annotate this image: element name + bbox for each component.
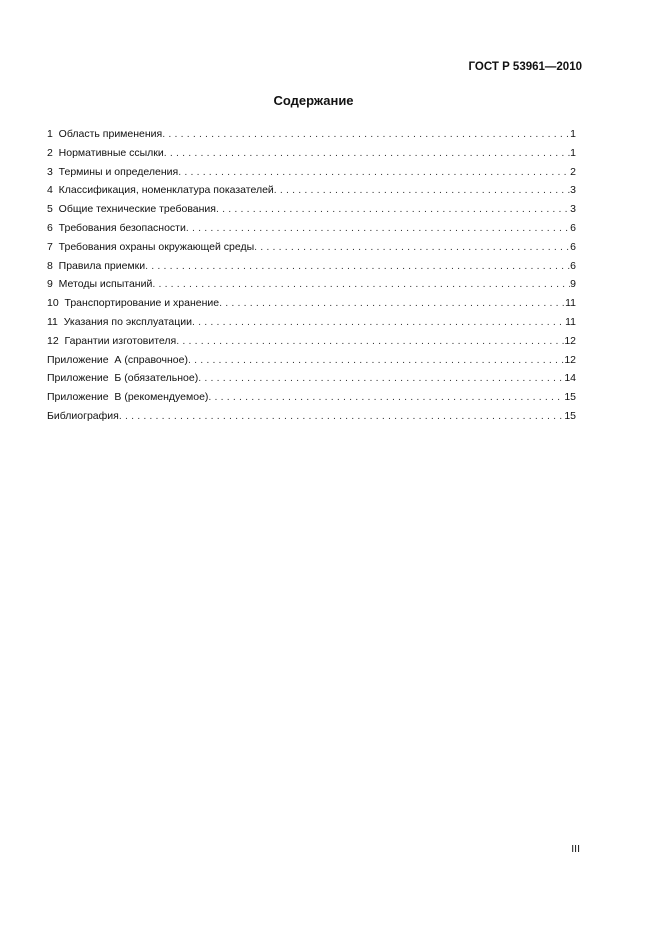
dot-leader: ........................................… bbox=[208, 391, 564, 404]
toc-entry[interactable]: 7 Требования охраны окружающей среды....… bbox=[47, 240, 576, 259]
dot-leader: ........................................… bbox=[145, 259, 570, 272]
toc-entry-page: 12 bbox=[564, 353, 576, 366]
dot-leader: ........................................… bbox=[162, 128, 570, 140]
toc-entry-label: 7 Требования охраны окружающей среды bbox=[47, 240, 255, 253]
toc-entry-page: 15 bbox=[564, 409, 576, 422]
toc-entry[interactable]: 4 Классификация, номенклатура показателе… bbox=[47, 183, 576, 202]
toc-entry-label: 3 Термины и определения bbox=[47, 165, 179, 178]
dot-leader: ........................................… bbox=[185, 221, 570, 234]
toc-entry-label: Приложение А (справочное) bbox=[47, 353, 188, 366]
dot-leader: ........................................… bbox=[219, 297, 565, 310]
toc-entry-page: 11 bbox=[565, 315, 576, 328]
toc-entry-page: 15 bbox=[564, 391, 576, 404]
dot-leader: ........................................… bbox=[178, 165, 570, 178]
toc-entry-page: 3 bbox=[570, 203, 576, 216]
toc-entry-label: 12 Гарантии изготовителя bbox=[47, 334, 177, 347]
dot-leader: ........................................… bbox=[192, 315, 566, 328]
toc-entry-label: Библиография bbox=[47, 409, 119, 422]
toc-entry-label: Приложение В (рекомендуемое) bbox=[47, 391, 209, 404]
dot-leader: ........................................… bbox=[198, 372, 564, 385]
toc-entry-label: 10 Транспортирование и хранение bbox=[47, 297, 220, 310]
toc-entry-page: 9 bbox=[570, 278, 576, 291]
toc-entry-label: 9 Методы испытаний bbox=[47, 278, 153, 291]
toc-entry-page: 6 bbox=[570, 259, 576, 272]
document-designation: ГОСТ Р 53961—2010 bbox=[468, 61, 582, 73]
toc-entry-label: 1 Область применения bbox=[47, 128, 163, 140]
toc-entry-label: 6 Требования безопасности bbox=[47, 221, 186, 234]
table-of-contents: 1 Область применения....................… bbox=[47, 127, 576, 428]
toc-entry-page: 1 bbox=[570, 146, 576, 159]
toc-entry-label: 2 Нормативные ссылки bbox=[47, 146, 164, 159]
toc-entry[interactable]: 2 Нормативные ссылки....................… bbox=[47, 146, 576, 165]
dot-leader: ........................................… bbox=[118, 409, 565, 422]
toc-entry[interactable]: 9 Методы испытаний......................… bbox=[47, 277, 576, 296]
dot-leader: ........................................… bbox=[254, 240, 570, 253]
toc-entry-page: 3 bbox=[570, 184, 576, 197]
toc-entry-page: 14 bbox=[564, 372, 576, 385]
dot-leader: ........................................… bbox=[187, 353, 565, 366]
toc-entry[interactable]: Приложение А (справочное)...............… bbox=[47, 353, 576, 372]
toc-entry-page: 11 bbox=[565, 297, 576, 310]
dot-leader: ........................................… bbox=[163, 146, 570, 159]
toc-entry-label: 5 Общие технические требования bbox=[47, 203, 216, 216]
toc-entry-label: 4 Классификация, номенклатура показателе… bbox=[47, 184, 274, 197]
toc-entry-page: 6 bbox=[570, 221, 576, 234]
toc-entry[interactable]: 5 Общие технические требования..........… bbox=[47, 202, 576, 221]
page-title: Содержание bbox=[273, 93, 354, 108]
toc-entry-page: 1 bbox=[570, 128, 576, 140]
toc-entry-label: 8 Правила приемки bbox=[47, 259, 146, 272]
toc-entry[interactable]: Приложение Б (обязательное).............… bbox=[47, 371, 576, 390]
dot-leader: ........................................… bbox=[176, 334, 564, 347]
toc-entry[interactable]: 6 Требования безопасности...............… bbox=[47, 221, 576, 240]
toc-entry[interactable]: 11 Указания по эксплуатации.............… bbox=[47, 315, 576, 334]
toc-entry[interactable]: Библиография............................… bbox=[47, 409, 576, 428]
toc-entry-page: 6 bbox=[570, 240, 576, 253]
toc-entry[interactable]: 3 Термины и определения.................… bbox=[47, 165, 576, 184]
toc-entry[interactable]: Приложение В (рекомендуемое)............… bbox=[47, 390, 576, 409]
toc-entry-label: 11 Указания по эксплуатации bbox=[47, 315, 192, 328]
toc-entry-page: 12 bbox=[564, 334, 576, 347]
toc-entry[interactable]: 10 Транспортирование и хранение.........… bbox=[47, 296, 576, 315]
toc-entry-page: 2 bbox=[570, 165, 576, 178]
toc-entry[interactable]: 12 Гарантии изготовителя................… bbox=[47, 334, 576, 353]
toc-entry[interactable]: 8 Правила приемки.......................… bbox=[47, 259, 576, 278]
dot-leader: ........................................… bbox=[215, 203, 570, 216]
toc-entry[interactable]: 1 Область применения....................… bbox=[47, 127, 576, 146]
page-number: III bbox=[571, 843, 580, 855]
dot-leader: ........................................… bbox=[273, 184, 571, 197]
dot-leader: ........................................… bbox=[152, 278, 570, 291]
toc-entry-label: Приложение Б (обязательное) bbox=[47, 372, 199, 385]
